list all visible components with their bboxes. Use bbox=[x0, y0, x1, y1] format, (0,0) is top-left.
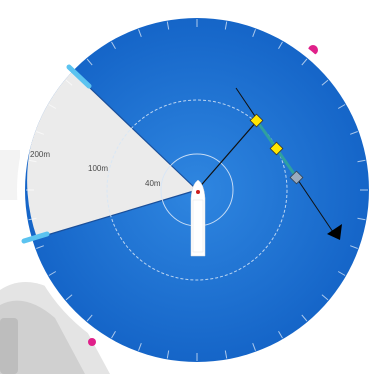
own-vessel-icon bbox=[190, 179, 206, 257]
dial-tick bbox=[111, 41, 116, 50]
dial-tick bbox=[65, 79, 73, 86]
dial-tick bbox=[224, 350, 228, 359]
range-label-40m: 40m bbox=[145, 179, 161, 188]
sector-overlay[interactable] bbox=[27, 68, 198, 238]
dial-tick bbox=[48, 104, 57, 109]
dial-tick bbox=[301, 314, 308, 322]
dial-tick bbox=[337, 104, 346, 109]
device-housing bbox=[0, 150, 110, 374]
dial-tick bbox=[166, 350, 170, 359]
sector-handle-lower[interactable] bbox=[21, 231, 50, 244]
dial-tick bbox=[138, 29, 142, 37]
dial-tick bbox=[48, 271, 57, 276]
range-label-200m: 200m bbox=[30, 150, 50, 159]
dial-tick bbox=[138, 343, 142, 351]
dial-tick bbox=[224, 21, 228, 30]
sector-edge-upper bbox=[68, 67, 198, 191]
dial-tick bbox=[36, 131, 44, 135]
dial-ticks bbox=[26, 19, 368, 361]
dial-tick bbox=[252, 343, 256, 351]
waypoint-3-icon[interactable] bbox=[289, 170, 304, 185]
dial-tick bbox=[278, 330, 283, 339]
dial-tick bbox=[357, 159, 366, 163]
waypoint-1-icon[interactable] bbox=[249, 113, 264, 128]
dial-tick bbox=[86, 314, 93, 322]
range-label-100m: 100m bbox=[88, 164, 108, 173]
dial-tick bbox=[278, 41, 283, 50]
dial-tick bbox=[36, 245, 44, 249]
dial-tick bbox=[111, 330, 116, 339]
dial-tick bbox=[28, 159, 37, 163]
sector-handle-upper[interactable] bbox=[66, 64, 92, 89]
dial-tick bbox=[321, 294, 329, 301]
sector-edge-lower bbox=[36, 189, 198, 239]
dial-tick bbox=[350, 131, 358, 135]
dial-tick bbox=[357, 217, 366, 221]
dial-tick bbox=[301, 58, 308, 66]
dial-tick bbox=[350, 245, 358, 249]
range-ring-outer bbox=[106, 99, 288, 281]
dial-tick bbox=[166, 21, 170, 30]
triangle-target-icon[interactable] bbox=[327, 224, 342, 240]
dial-tick bbox=[337, 271, 346, 276]
dial-tick bbox=[86, 58, 93, 66]
track-line bbox=[196, 120, 258, 191]
dial-tick bbox=[321, 79, 329, 86]
dial-tick bbox=[28, 217, 37, 221]
dial-tick bbox=[252, 29, 256, 37]
waypoint-2-icon[interactable] bbox=[269, 141, 284, 156]
dial-tick bbox=[65, 294, 73, 301]
edge-marker-bottom-left bbox=[88, 338, 96, 346]
